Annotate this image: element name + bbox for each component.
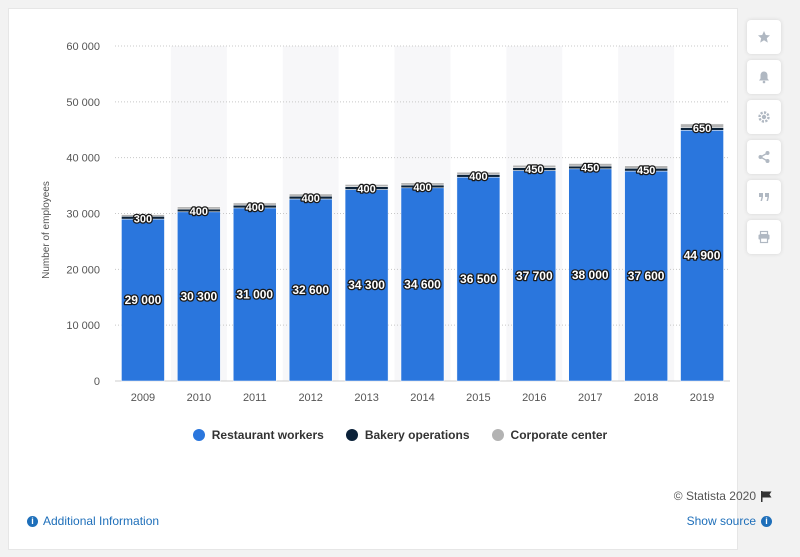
flag-icon: [761, 490, 772, 502]
legend-marker: [192, 429, 205, 441]
bar-corporate-center: [344, 184, 389, 187]
bell-icon: [759, 71, 769, 84]
legend-marker: [345, 429, 358, 441]
bar-restaurant-workers: [456, 176, 501, 382]
additional-info-label: Additional Information: [43, 514, 160, 528]
data-label-corporate: 400: [190, 206, 208, 218]
x-tick-label: 2015: [466, 392, 490, 404]
data-label-corporate: 400: [413, 182, 431, 194]
x-tick-label: 2019: [690, 392, 714, 404]
legend-label: Corporate center: [510, 428, 608, 442]
y-axis: 0 10 000 20 000 30 000 40 000 50 000 60 000: [66, 41, 100, 388]
bar-corporate-center: [177, 206, 221, 210]
bars: 29 000 300 30 300 400 31 000 400 32 600 400 34 3…: [121, 122, 724, 382]
data-label-restaurant: 44 900: [684, 249, 721, 263]
data-label-restaurant: 31 000: [236, 287, 273, 301]
data-label-restaurant: 37 700: [516, 269, 553, 283]
legend-label: Restaurant workers: [211, 428, 324, 442]
info-icon: i: [27, 515, 38, 527]
sidebar-toolbar: [743, 14, 787, 260]
y-axis-label: Number of employees: [41, 181, 52, 279]
data-label-corporate: 450: [637, 165, 655, 177]
bar-restaurant-workers: [400, 187, 445, 382]
bar-restaurant-workers: [288, 198, 333, 382]
data-label-corporate: 300: [134, 214, 152, 226]
data-label-corporate: 400: [357, 183, 375, 195]
legend-item-restaurant-workers[interactable]: Restaurant workers: [192, 428, 324, 442]
bar-restaurant-workers: [512, 170, 557, 382]
star-icon: [758, 31, 770, 43]
x-tick-label: 2017: [578, 392, 602, 404]
x-tick-label: 2014: [410, 392, 434, 404]
data-label-corporate: 400: [302, 193, 320, 205]
y-tick-label: 10 000: [66, 320, 100, 332]
data-label-restaurant: 30 300: [181, 289, 218, 303]
y-tick-label: 0: [94, 376, 100, 388]
y-tick-label: 20 000: [66, 264, 100, 276]
share-icon: [758, 151, 770, 163]
data-label-restaurant: 29 000: [125, 293, 162, 307]
additional-info-link[interactable]: i Additional Information: [27, 514, 159, 528]
bar-corporate-center: [400, 182, 445, 186]
y-tick-label: 50 000: [66, 97, 100, 109]
y-tick-label: 40 000: [66, 153, 100, 165]
data-label-corporate: 650: [693, 123, 711, 135]
bar-corporate-center: [456, 171, 501, 175]
data-label-corporate: 450: [581, 163, 599, 175]
bar-corporate-center: [568, 163, 612, 167]
x-tick-label: 2010: [187, 392, 211, 404]
data-label-restaurant: 38 000: [572, 268, 609, 282]
stacked-bar-chart: 0 10 000 20 000 30 000 40 000 50 000 60 000 29…: [41, 41, 730, 404]
data-label-corporate: 400: [469, 171, 487, 183]
bar-corporate-center: [624, 165, 668, 169]
bar-corporate-center: [680, 123, 724, 128]
data-label-restaurant: 37 600: [628, 269, 665, 283]
credit-text: © Statista 2020: [673, 489, 756, 503]
print-button[interactable]: [747, 220, 781, 254]
data-label-corporate: 450: [525, 164, 543, 176]
bar-restaurant-workers: [624, 170, 668, 382]
print-icon: [758, 230, 770, 244]
x-tick-label: 2012: [298, 392, 322, 404]
cite-button[interactable]: [747, 180, 781, 214]
x-tick-label: 2011: [243, 392, 267, 404]
legend-item-corporate-center[interactable]: Corporate center: [491, 428, 608, 442]
bar-corporate-center: [121, 214, 165, 217]
data-label-corporate: 400: [246, 202, 264, 214]
show-source-label: Show source: [686, 514, 756, 528]
legend: Restaurant workers Bakery operations Cor…: [0, 428, 800, 442]
y-tick-label: 60 000: [66, 41, 100, 53]
settings-button[interactable]: [747, 100, 781, 134]
bar-corporate-center: [233, 202, 277, 206]
notification-button[interactable]: [747, 60, 781, 94]
x-tick-label: 2016: [522, 392, 546, 404]
bar-corporate-center: [288, 193, 333, 197]
info-icon: i: [761, 515, 772, 527]
bar-restaurant-workers: [177, 211, 221, 382]
data-label-restaurant: 34 300: [348, 278, 385, 292]
x-tick-label: 2009: [131, 392, 155, 404]
statista-credit[interactable]: © Statista 2020: [674, 489, 772, 503]
x-axis: 2009 2010 2011 2012 2013 2014 2015 2016 2017 2018…: [131, 392, 715, 404]
x-tick-label: 2013: [354, 392, 378, 404]
data-label-restaurant: 34 600: [404, 277, 441, 291]
show-source-link[interactable]: Show source i: [687, 514, 772, 528]
bar-restaurant-workers: [680, 130, 724, 382]
data-label-restaurant: 36 500: [460, 272, 497, 286]
x-tick-label: 2018: [634, 392, 658, 404]
gear-icon: [758, 111, 770, 123]
bar-restaurant-workers: [233, 207, 277, 382]
y-tick-label: 30 000: [66, 209, 100, 221]
legend-marker: [491, 429, 504, 441]
legend-item-bakery-operations[interactable]: Bakery operations: [345, 428, 470, 442]
data-label-restaurant: 32 600: [292, 283, 329, 297]
legend-label: Bakery operations: [364, 428, 470, 442]
favorite-button[interactable]: [747, 20, 781, 54]
quote-icon: [759, 193, 769, 201]
share-button[interactable]: [747, 140, 781, 174]
bar-corporate-center: [512, 164, 557, 168]
